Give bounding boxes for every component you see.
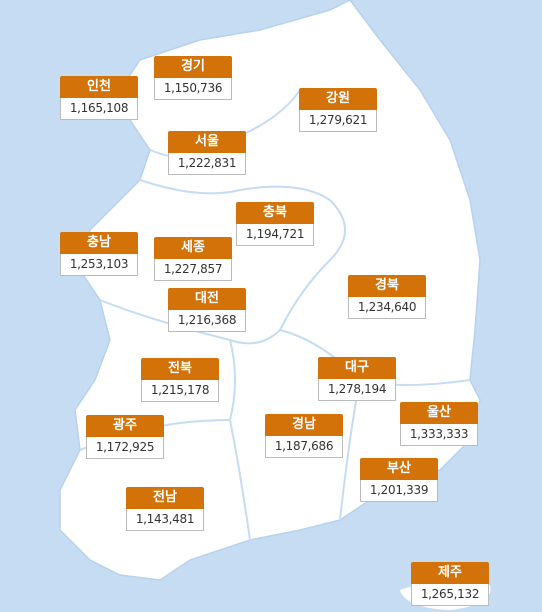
region-label: 전남 1,143,481 <box>126 487 204 531</box>
region-value: 1,278,194 <box>318 379 396 401</box>
region-label: 강원 1,279,621 <box>299 88 377 132</box>
region-label: 대구 1,278,194 <box>318 357 396 401</box>
region-label: 광주 1,172,925 <box>86 415 164 459</box>
region-name: 서울 <box>168 131 246 153</box>
region-name: 인천 <box>60 76 138 98</box>
region-name: 강원 <box>299 88 377 110</box>
region-name: 경기 <box>154 56 232 78</box>
region-label: 경남 1,187,686 <box>265 414 343 458</box>
region-value: 1,279,621 <box>299 110 377 132</box>
region-label: 세종 1,227,857 <box>154 237 232 281</box>
region-name: 제주 <box>411 562 489 584</box>
region-name: 대전 <box>168 288 246 310</box>
region-name: 경남 <box>265 414 343 436</box>
region-label: 서울 1,222,831 <box>168 131 246 175</box>
region-name: 대구 <box>318 357 396 379</box>
region-name: 경북 <box>348 275 426 297</box>
region-label: 전북 1,215,178 <box>141 358 219 402</box>
region-label: 경북 1,234,640 <box>348 275 426 319</box>
region-value: 1,194,721 <box>236 224 314 246</box>
region-label: 인천 1,165,108 <box>60 76 138 120</box>
region-value: 1,150,736 <box>154 78 232 100</box>
region-value: 1,265,132 <box>411 584 489 606</box>
region-value: 1,222,831 <box>168 153 246 175</box>
region-value: 1,165,108 <box>60 98 138 120</box>
region-value: 1,333,333 <box>400 424 478 446</box>
region-name: 충남 <box>60 232 138 254</box>
region-value: 1,201,339 <box>360 480 438 502</box>
region-value: 1,253,103 <box>60 254 138 276</box>
region-label: 경기 1,150,736 <box>154 56 232 100</box>
region-name: 울산 <box>400 402 478 424</box>
region-value: 1,187,686 <box>265 436 343 458</box>
region-label: 제주 1,265,132 <box>411 562 489 606</box>
region-value: 1,234,640 <box>348 297 426 319</box>
region-name: 전남 <box>126 487 204 509</box>
region-label: 충북 1,194,721 <box>236 202 314 246</box>
region-value: 1,143,481 <box>126 509 204 531</box>
region-value: 1,215,178 <box>141 380 219 402</box>
region-label: 울산 1,333,333 <box>400 402 478 446</box>
region-name: 충북 <box>236 202 314 224</box>
region-label: 대전 1,216,368 <box>168 288 246 332</box>
region-value: 1,227,857 <box>154 259 232 281</box>
region-name: 광주 <box>86 415 164 437</box>
region-label: 부산 1,201,339 <box>360 458 438 502</box>
region-value: 1,172,925 <box>86 437 164 459</box>
region-name: 세종 <box>154 237 232 259</box>
region-name: 전북 <box>141 358 219 380</box>
region-label: 충남 1,253,103 <box>60 232 138 276</box>
region-value: 1,216,368 <box>168 310 246 332</box>
region-name: 부산 <box>360 458 438 480</box>
